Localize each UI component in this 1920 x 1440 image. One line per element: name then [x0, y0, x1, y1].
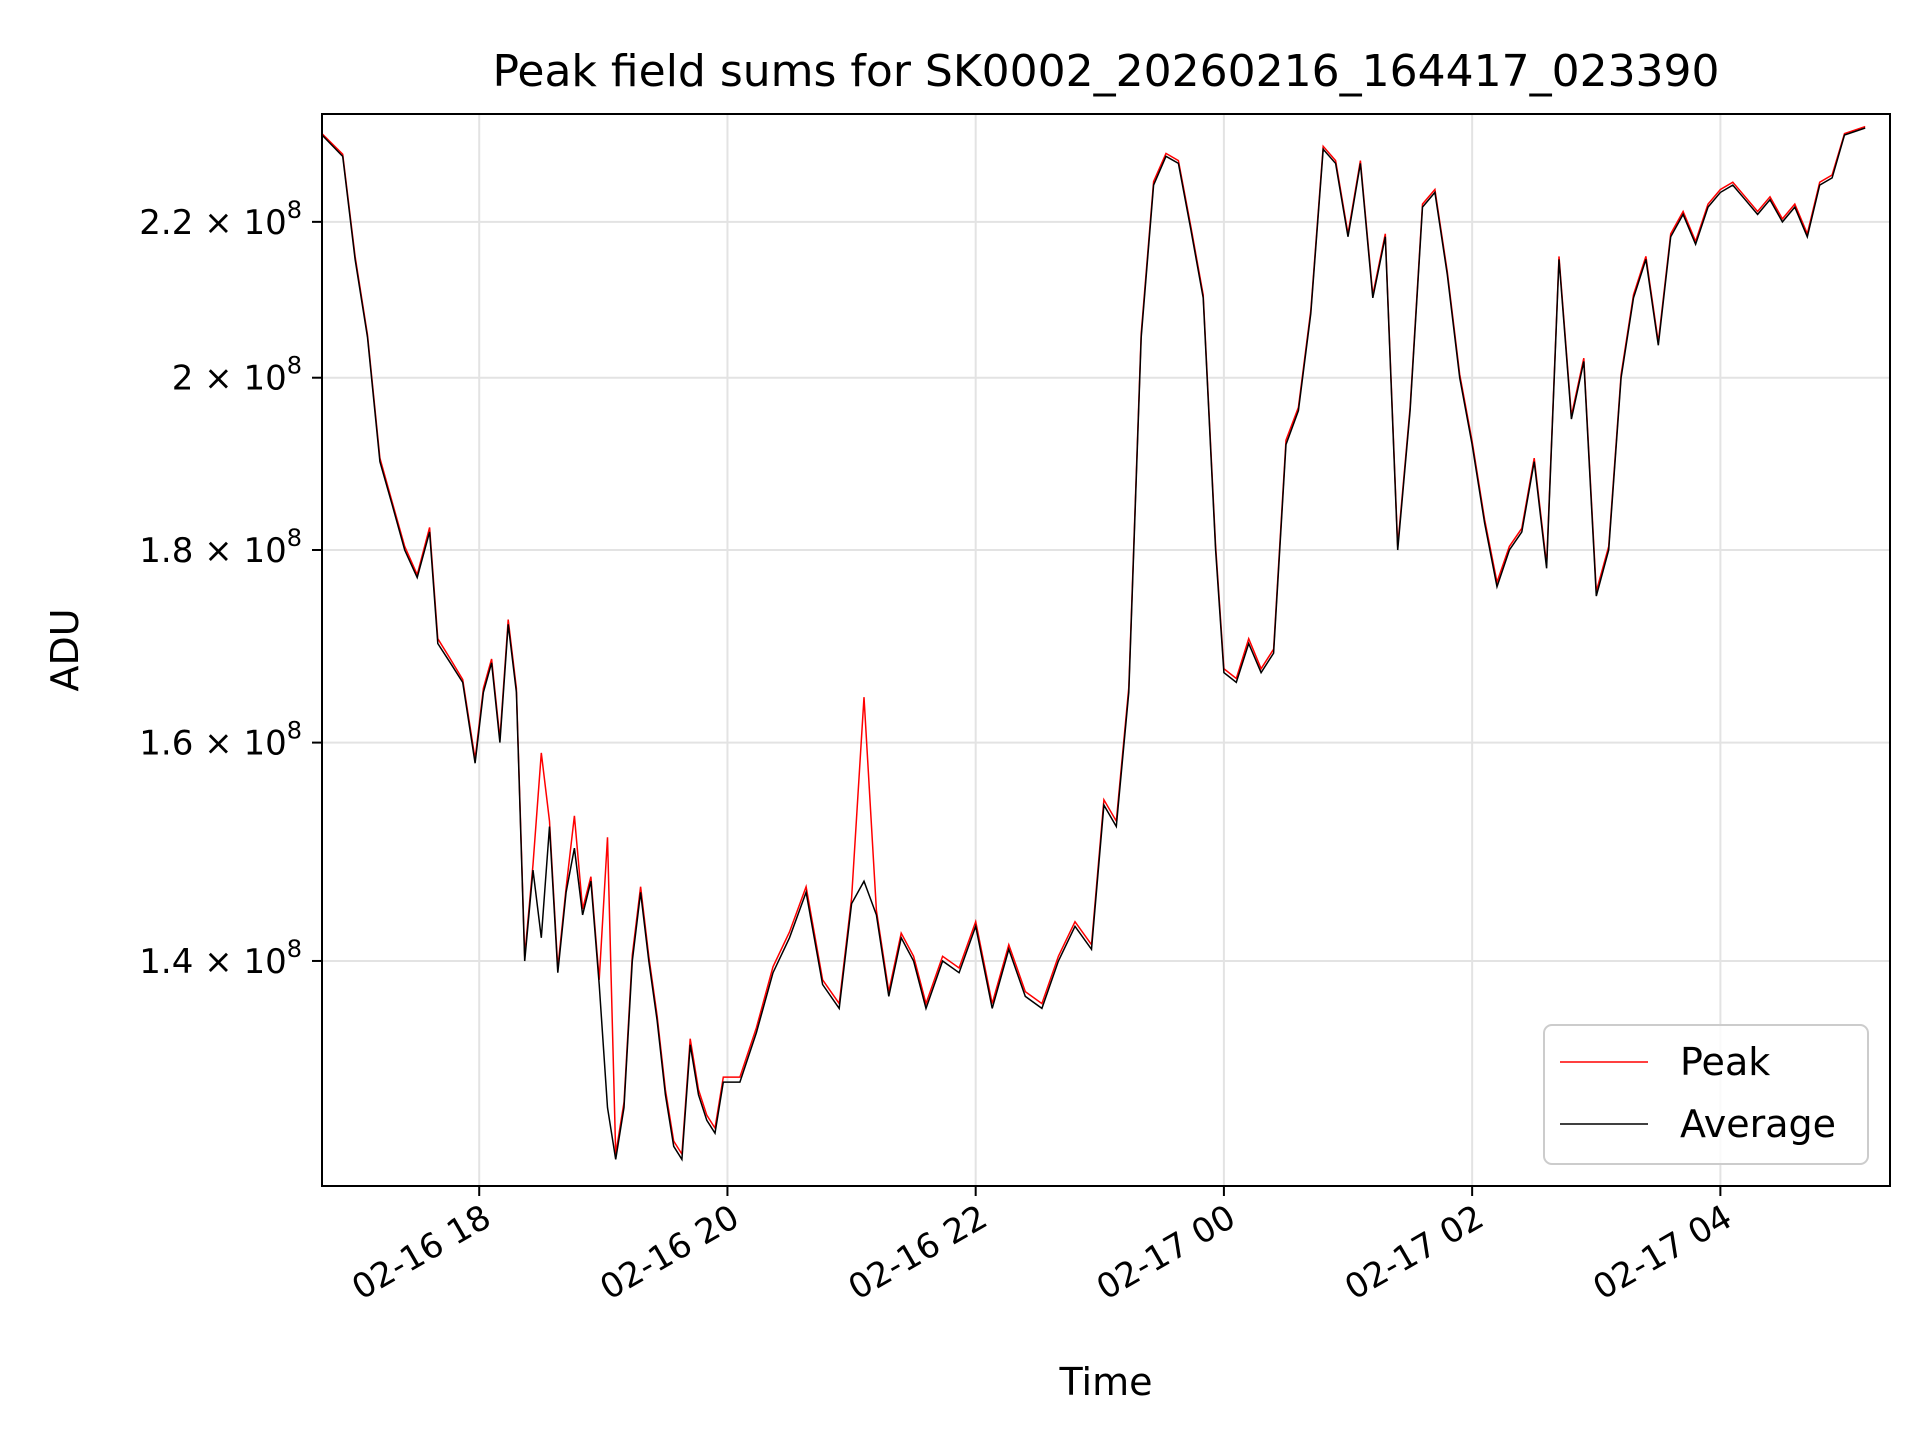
chart-title: Peak field sums for SK0002_20260216_1644…: [492, 46, 1719, 97]
x-axis-label: Time: [1059, 1360, 1153, 1404]
legend: Peak Average: [1543, 1024, 1869, 1165]
grid: [322, 114, 1890, 1186]
y-tick-mantissa: 1.4: [139, 942, 193, 982]
y-tick-mantissa: 1.8: [139, 531, 193, 571]
y-tick-exponent: 8: [287, 352, 302, 380]
plot-frame: [321, 113, 1891, 1187]
y-tick-label: 2 × 108: [172, 352, 302, 399]
y-tick-label: 1.8 × 108: [139, 524, 302, 571]
plot-area: [321, 125, 1866, 1162]
y-tick-mantissa: 2: [172, 359, 194, 399]
y-tick-label: 1.4 × 108: [139, 935, 302, 982]
y-tick-label: 1.6 × 108: [139, 717, 302, 764]
legend-label-peak: Peak: [1680, 1040, 1770, 1084]
y-tick-mantissa: 2.2: [139, 203, 193, 243]
series-line-average: [321, 127, 1866, 1162]
legend-label-average: Average: [1680, 1102, 1836, 1146]
legend-box: [1543, 1024, 1869, 1165]
y-tick-mantissa: 1.6: [139, 724, 193, 764]
y-tick-exponent: 8: [287, 717, 302, 745]
y-tick-exponent: 8: [287, 935, 302, 963]
y-tick-exponent: 8: [287, 524, 302, 552]
y-axis: 1.4 × 108 1.6 × 108 1.8 × 108 2 × 108 2.2 × …: [139, 196, 322, 982]
y-axis-label: ADU: [43, 608, 87, 691]
y-tick-exponent: 8: [287, 196, 302, 224]
y-tick-label: 2.2 × 108: [139, 196, 302, 243]
